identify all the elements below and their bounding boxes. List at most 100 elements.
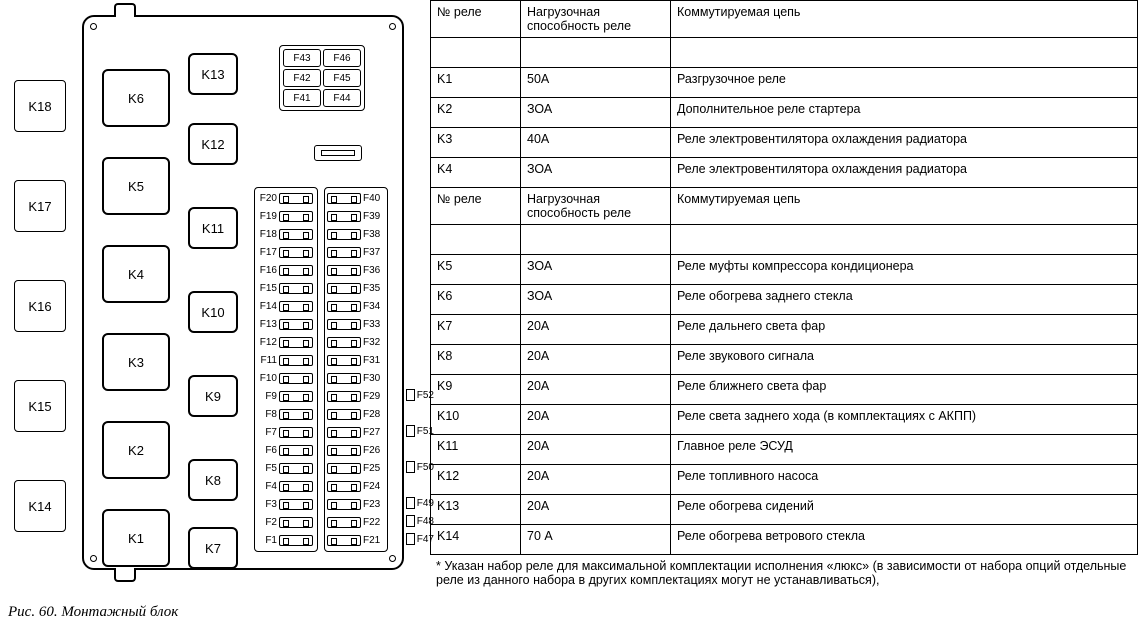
fuse-diagram: K18K17K16K15K14 K6K5K4K3K2K1 K13K12K11K1… — [0, 0, 430, 627]
table-cell: K4 — [431, 158, 521, 188]
fuse-slot — [279, 265, 313, 276]
fuse-label: F28 — [361, 409, 383, 420]
table-cell: K11 — [431, 435, 521, 465]
relay-k11: K11 — [188, 207, 238, 249]
fuse-slot — [327, 319, 361, 330]
table-row: K150АРазгрузочное реле — [431, 68, 1138, 98]
fuse-label: F38 — [361, 229, 383, 240]
fuse-label: F12 — [257, 337, 279, 348]
table-cell: 20А — [521, 315, 671, 345]
fuse-label: F5 — [257, 463, 279, 474]
fuse-row-f12: F12 — [257, 334, 315, 351]
figure-caption: Рис. 60. Монтажный блок — [8, 604, 178, 621]
fuse-slot — [279, 409, 313, 420]
fuse-f42: F42 — [283, 69, 321, 87]
fuse-f41: F41 — [283, 89, 321, 107]
table-row: K1470 АРеле обогрева ветрового стекла — [431, 525, 1138, 555]
table-cell: Реле топливного насоса — [671, 465, 1138, 495]
fuse-label: F17 — [257, 247, 279, 258]
fuse-column-right: F40F39F38F37F36F35F34F33F32F31F30F29F28F… — [324, 187, 388, 552]
fuse-row-f19: F19 — [257, 208, 315, 225]
fuse-row-f34: F34 — [327, 298, 385, 315]
table-cell: K6 — [431, 285, 521, 315]
relay-k1: K1 — [102, 509, 170, 567]
table-header-cell: Коммутируемая цепь — [671, 188, 1138, 225]
fuse-row-f18: F18 — [257, 226, 315, 243]
table-row — [431, 225, 1138, 255]
fuse-slot — [279, 391, 313, 402]
fuse-slot — [279, 373, 313, 384]
table-cell: K9 — [431, 375, 521, 405]
fuse-slot — [327, 535, 361, 546]
corner-hole — [90, 555, 97, 562]
fuse-row-f20: F20 — [257, 190, 315, 207]
table-cell: K14 — [431, 525, 521, 555]
fuse-slot — [327, 265, 361, 276]
table-row: K720АРеле дальнего света фар — [431, 315, 1138, 345]
table-cell: Реле обогрева ветрового стекла — [671, 525, 1138, 555]
fuse-label: F6 — [257, 445, 279, 456]
fuse-row-f8: F8 — [257, 406, 315, 423]
fuse-row-f24: F24 — [327, 478, 385, 495]
fuse-label: F31 — [361, 355, 383, 366]
table-row: K5ЗОАРеле муфты компрессора кондиционера — [431, 255, 1138, 285]
table-cell: 40А — [521, 128, 671, 158]
table-cell — [431, 38, 521, 68]
fuse-label: F16 — [257, 265, 279, 276]
table-cell: Дополнительное реле стартера — [671, 98, 1138, 128]
relay-k18: K18 — [14, 80, 66, 132]
fuse-slot — [279, 337, 313, 348]
table-row: K4ЗОАРеле электровентилятора охлаждения … — [431, 158, 1138, 188]
fuse-slot — [279, 463, 313, 474]
table-cell: 70 А — [521, 525, 671, 555]
fuse-slot — [327, 337, 361, 348]
table-cell: Разгрузочное реле — [671, 68, 1138, 98]
fuse-f52: F52 — [406, 387, 434, 403]
relay-k13: K13 — [188, 53, 238, 95]
fuse-row-f39: F39 — [327, 208, 385, 225]
table-row: K6ЗОАРеле обогрева заднего стекла — [431, 285, 1138, 315]
fuse-row-f15: F15 — [257, 280, 315, 297]
table-row: K340АРеле электровентилятора охлаждения … — [431, 128, 1138, 158]
table-header-cell: Нагрузочная способность реле — [521, 188, 671, 225]
fuse-label: F36 — [361, 265, 383, 276]
fuse-row-f36: F36 — [327, 262, 385, 279]
fuse-label: F30 — [361, 373, 383, 384]
fuse-slot — [279, 229, 313, 240]
fuse-slot — [327, 463, 361, 474]
fuse-row-f9: F9 — [257, 388, 315, 405]
fuse-row-f17: F17 — [257, 244, 315, 261]
relay-table: № релеНагрузочная способность релеКоммут… — [430, 0, 1138, 555]
fuse-f50: F50 — [406, 459, 434, 475]
fuse-label: F18 — [257, 229, 279, 240]
fuse-label: F23 — [361, 499, 383, 510]
fuse-label: F22 — [361, 517, 383, 528]
table-cell: Реле электровентилятора охлаждения радиа… — [671, 128, 1138, 158]
fuse-row-f30: F30 — [327, 370, 385, 387]
fuse-row-f1: F1 — [257, 532, 315, 549]
box-tab-top — [114, 3, 136, 17]
table-cell: ЗОА — [521, 255, 671, 285]
table-header-row: № релеНагрузочная способность релеКоммут… — [431, 188, 1138, 225]
fuse-slot — [327, 409, 361, 420]
table-cell: K7 — [431, 315, 521, 345]
fuse-label: F21 — [361, 535, 383, 546]
fuse-label: F14 — [257, 301, 279, 312]
table-cell: Реле дальнего света фар — [671, 315, 1138, 345]
table-footnote: * Указан набор реле для максимальной ком… — [430, 555, 1138, 587]
fuse-label: F8 — [257, 409, 279, 420]
table-cell: K3 — [431, 128, 521, 158]
fuse-row-f3: F3 — [257, 496, 315, 513]
table-cell: 20А — [521, 465, 671, 495]
table-cell: Реле электровентилятора охлаждения радиа… — [671, 158, 1138, 188]
fuse-label: F13 — [257, 319, 279, 330]
fuse-f43: F43 — [283, 49, 321, 67]
fuse-slot — [279, 301, 313, 312]
fuse-label: F1 — [257, 535, 279, 546]
fuse-slot — [327, 445, 361, 456]
relay-k5: K5 — [102, 157, 170, 215]
table-row: K920АРеле ближнего света фар — [431, 375, 1138, 405]
table-header-cell: Нагрузочная способность реле — [521, 1, 671, 38]
table-cell: 20А — [521, 495, 671, 525]
fuse-label: F32 — [361, 337, 383, 348]
